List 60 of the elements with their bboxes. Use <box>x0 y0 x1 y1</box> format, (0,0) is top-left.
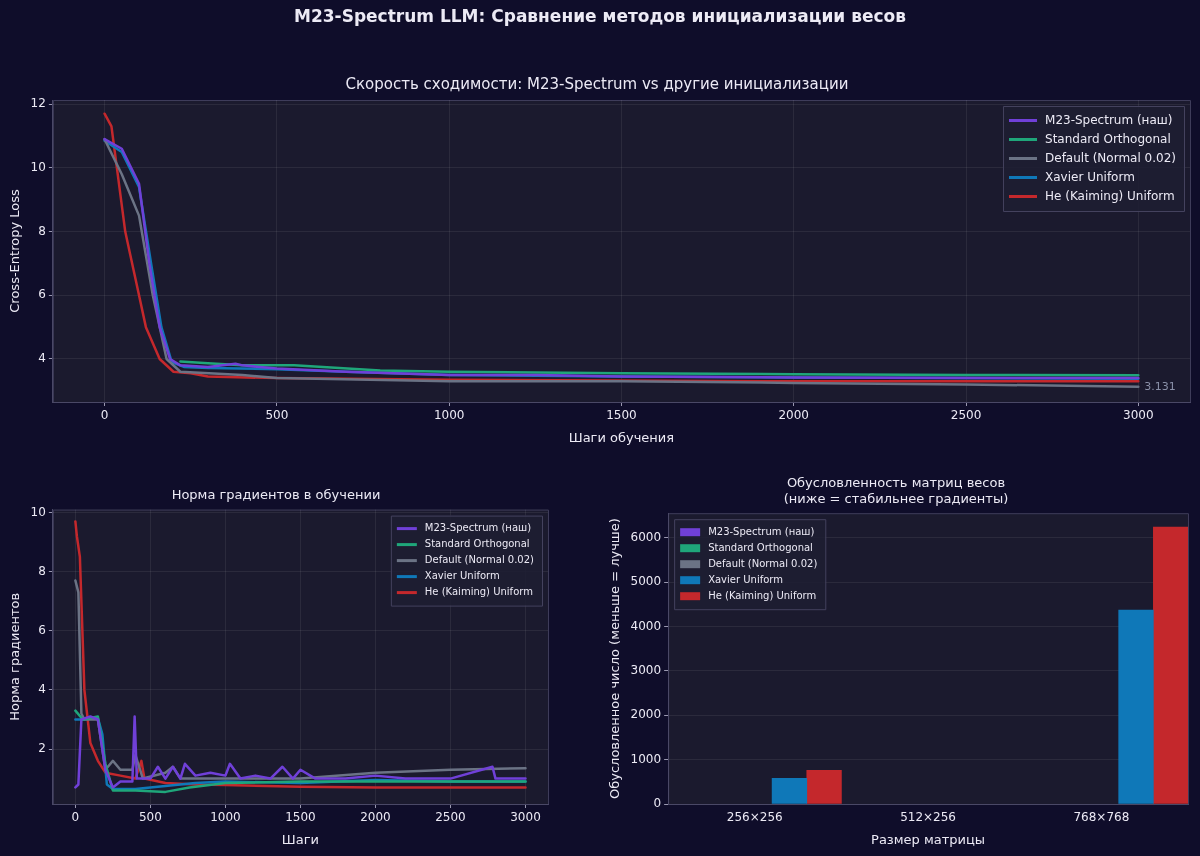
x-axis-title: Шаги <box>281 831 320 847</box>
y-axis-title: Обусловленное число (меньше = лучше) <box>607 518 623 800</box>
x-tick-label: 1500 <box>285 810 316 825</box>
legend-label: He (Kaiming) Uniform <box>424 586 533 598</box>
y-tick-label: 0 <box>653 796 662 811</box>
x-tick-label: 2500 <box>435 810 466 825</box>
legend-label: M23-Spectrum (наш) <box>1045 112 1173 127</box>
x-axis-title: Размер матрицы <box>871 831 986 847</box>
y-tick-label: 10 <box>30 159 46 174</box>
y-tick-label: 8 <box>38 223 46 238</box>
y-tick-label: 4000 <box>630 618 662 633</box>
x-tick-label: 1000 <box>210 810 241 825</box>
y-tick-label: 6 <box>38 622 46 637</box>
annotation: 3.131 <box>1144 379 1176 393</box>
legend-label: He (Kaiming) Uniform <box>708 589 817 601</box>
x-tick-label: 500 <box>138 810 162 825</box>
x-tick-label: 3000 <box>1123 408 1154 423</box>
chart-title: Обусловленность матриц весов (ниже = стабильнее градиенты) <box>783 475 1009 506</box>
y-tick-label: 4 <box>38 682 46 697</box>
y-axis-title: Cross-Entropy Loss <box>7 189 23 313</box>
y-tick-label: 3000 <box>630 662 662 677</box>
legend-label: Standard Orthogonal <box>1045 131 1171 146</box>
chart-title: M23-Spectrum LLM: Сравнение методов инициализации весов <box>293 6 907 26</box>
legend-label: Default (Normal 0.02) <box>1045 150 1177 165</box>
legend-label: Standard Orthogonal <box>424 538 530 550</box>
x-tick-label: 2000 <box>778 408 809 423</box>
y-axis-title: Норма градиентов <box>7 592 23 721</box>
y-tick-label: 6 <box>38 287 46 302</box>
y-tick-label: 2000 <box>630 707 662 722</box>
x-tick-label: 0 <box>100 408 109 423</box>
x-tick-label: 1500 <box>606 408 637 423</box>
x-tick-label: 2500 <box>950 408 982 423</box>
y-tick-label: 4 <box>38 351 46 366</box>
x-tick-label: 768×768 <box>1073 810 1130 825</box>
legend-label: Default (Normal 0.02) <box>424 554 535 566</box>
y-tick-label: 5000 <box>630 574 662 589</box>
y-tick-label: 2 <box>38 741 46 756</box>
chart-subtitle: Скорость сходимости: M23-Spectrum vs другие инициализации <box>345 74 849 93</box>
legend-label: M23-Spectrum (наш) <box>424 522 532 534</box>
legend-label: Xavier Uniform <box>424 570 500 582</box>
x-axis-title: Шаги обучения <box>568 429 675 445</box>
y-tick-label: 8 <box>38 563 46 578</box>
legend-label: Xavier Uniform <box>1045 169 1135 184</box>
x-tick-label: 1000 <box>433 408 465 423</box>
x-tick-label: 3000 <box>510 810 541 825</box>
x-tick-label: 512×256 <box>900 810 957 825</box>
y-tick-label: 6000 <box>630 529 662 544</box>
chart-title: Норма градиентов в обучении <box>171 487 381 503</box>
x-tick-label: 500 <box>265 408 289 423</box>
legend-label: Default (Normal 0.02) <box>708 557 818 569</box>
legend-label: Standard Orthogonal <box>708 541 813 553</box>
x-tick-label: 256×256 <box>726 810 783 825</box>
legend-label: M23-Spectrum (наш) <box>708 525 815 537</box>
y-tick-label: 10 <box>30 504 46 519</box>
legend-label: Xavier Uniform <box>708 573 784 585</box>
y-tick-label: 1000 <box>630 751 662 766</box>
x-tick-label: 2000 <box>360 810 391 825</box>
x-tick-label: 0 <box>71 810 80 825</box>
y-tick-label: 12 <box>30 96 46 111</box>
legend-label: He (Kaiming) Uniform <box>1045 188 1175 203</box>
